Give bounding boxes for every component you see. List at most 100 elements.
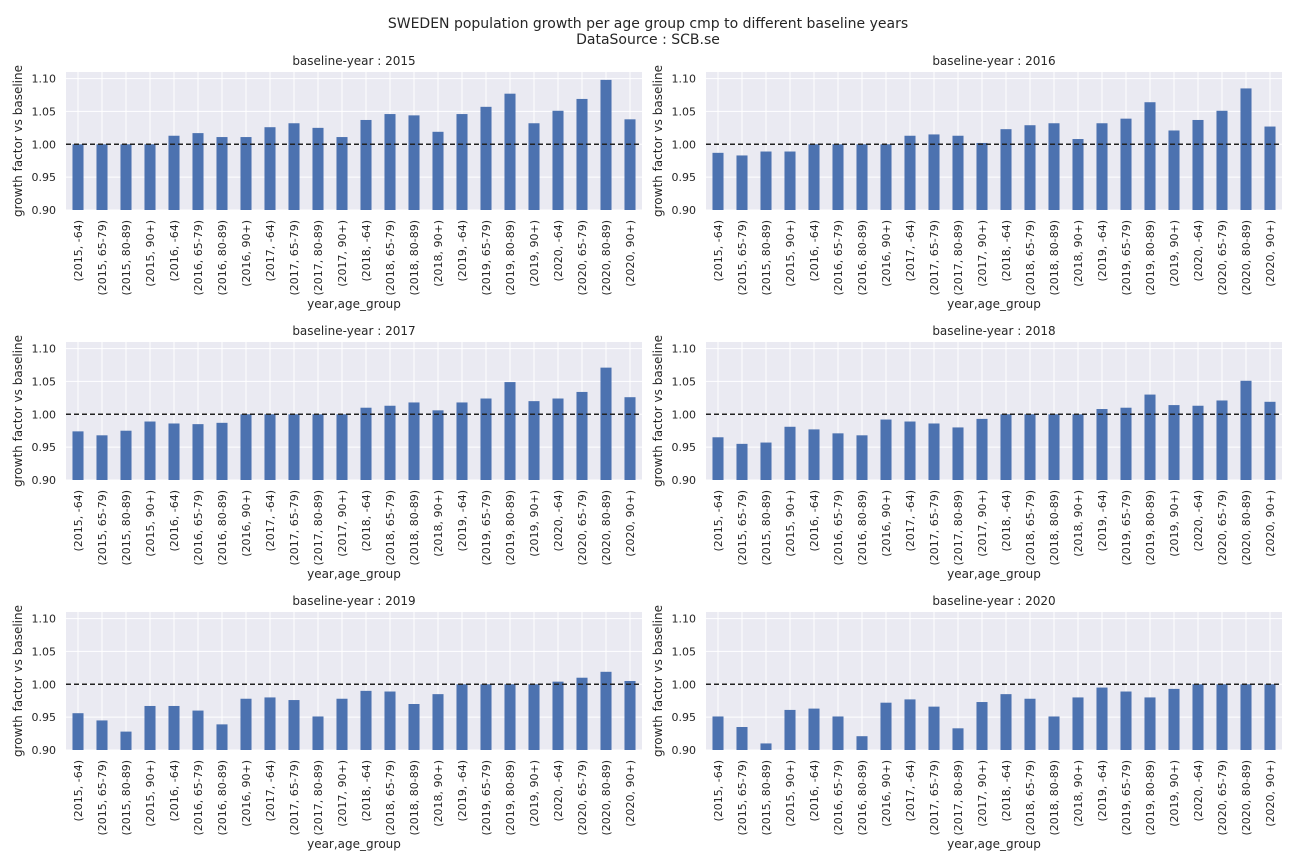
- bar: [1216, 110, 1228, 210]
- x-tick-label: (2017, -64): [904, 760, 917, 822]
- x-tick-label: (2017, 90+): [976, 220, 989, 287]
- bar: [1072, 139, 1084, 210]
- x-tick-label: (2017, 90+): [976, 490, 989, 557]
- x-tick-label: (2019, 65-79): [1120, 220, 1133, 296]
- y-tick-label: 1.00: [32, 138, 57, 151]
- x-tick-label: (2015, 90+): [144, 490, 157, 557]
- y-tick-label: 0.90: [672, 204, 697, 217]
- x-tick-label: (2015, 90+): [144, 760, 157, 827]
- y-tick-label: 0.90: [32, 744, 57, 757]
- x-tick-label: (2018, 90+): [1072, 220, 1085, 287]
- x-tick-label: (2020, 90+): [624, 490, 637, 557]
- y-tick-label: 1.00: [32, 678, 57, 691]
- y-tick-label: 1.10: [672, 73, 697, 86]
- y-tick-label: 0.95: [32, 171, 57, 184]
- bar: [552, 110, 564, 210]
- x-tick-label: (2019, 65-79): [1120, 490, 1133, 566]
- x-tick-label: (2017, 80-89): [312, 220, 325, 296]
- y-axis-label: growth factor vs baseline: [11, 65, 25, 217]
- bar: [600, 671, 612, 750]
- bar: [216, 137, 228, 210]
- bar: [1264, 684, 1276, 750]
- bar: [832, 716, 844, 750]
- bar: [736, 727, 748, 750]
- bar: [976, 142, 988, 210]
- bar: [880, 419, 892, 480]
- bar: [576, 677, 588, 750]
- x-tick-label: (2017, 80-89): [952, 490, 965, 566]
- y-tick-label: 1.05: [672, 375, 697, 388]
- bar: [504, 382, 516, 480]
- x-tick-label: (2017, 80-89): [312, 760, 325, 836]
- x-tick-label: (2016, 90+): [240, 220, 253, 287]
- x-tick-label: (2015, 65-79): [736, 760, 749, 836]
- bar: [456, 684, 468, 750]
- bar: [1024, 125, 1036, 210]
- x-tick-label: (2015, 80-89): [760, 760, 773, 836]
- bar: [456, 114, 468, 210]
- x-tick-label: (2019, 80-89): [504, 760, 517, 836]
- bar: [952, 135, 964, 210]
- x-tick-label: (2016, 65-79): [192, 760, 205, 836]
- bar: [240, 698, 252, 750]
- bar: [1120, 118, 1132, 210]
- bar: [504, 93, 516, 210]
- bar: [408, 115, 420, 210]
- bar: [976, 702, 988, 750]
- bar: [1000, 414, 1012, 480]
- bar: [168, 135, 180, 210]
- x-axis-label: year,age_group: [947, 297, 1041, 311]
- bar: [312, 716, 324, 750]
- bar: [528, 684, 540, 750]
- bar: [192, 424, 204, 480]
- x-tick-label: (2018, 65-79): [1024, 490, 1037, 566]
- plot-background: [706, 342, 1282, 480]
- y-tick-label: 1.00: [672, 678, 697, 691]
- y-tick-label: 0.95: [32, 711, 57, 724]
- bar: [1168, 130, 1180, 210]
- x-tick-label: (2017, -64): [264, 760, 277, 822]
- bar: [72, 713, 84, 750]
- bar: [264, 127, 276, 210]
- bar: [712, 152, 724, 210]
- x-tick-label: (2016, 80-89): [216, 220, 229, 296]
- x-tick-label: (2018, 90+): [1072, 490, 1085, 557]
- x-tick-label: (2016, 65-79): [192, 490, 205, 566]
- subplot-2: 0.90 0.95 1.00 1.05 1.10 (2015, -64) (2015, 65…: [651, 54, 1282, 311]
- x-tick-label: (2020, 90+): [624, 220, 637, 287]
- x-tick-label: (2017, 65-79): [288, 760, 301, 836]
- bar: [216, 724, 228, 750]
- subplot-title: baseline-year : 2018: [932, 324, 1055, 338]
- x-tick-label: (2015, 90+): [144, 220, 157, 287]
- x-tick-label: (2015, 65-79): [96, 220, 109, 296]
- bar: [432, 694, 444, 750]
- x-tick-label: (2015, -64): [72, 760, 85, 822]
- x-tick-label: (2019, 80-89): [504, 490, 517, 566]
- x-tick-label: (2016, -64): [168, 490, 181, 552]
- y-tick-label: 1.05: [32, 375, 57, 388]
- x-tick-label: (2015, -64): [712, 220, 725, 282]
- x-tick-label: (2018, 80-89): [1048, 220, 1061, 296]
- bar: [192, 710, 204, 750]
- bar: [904, 135, 916, 210]
- x-tick-label: (2016, 80-89): [856, 220, 869, 296]
- x-tick-label: (2016, 65-79): [832, 490, 845, 566]
- x-tick-label: (2015, 80-89): [760, 220, 773, 296]
- x-tick-label: (2016, 80-89): [216, 760, 229, 836]
- plot-background: [706, 612, 1282, 750]
- x-tick-label: (2019, -64): [1096, 220, 1109, 282]
- y-axis-label: growth factor vs baseline: [651, 605, 665, 757]
- bar: [576, 391, 588, 480]
- x-tick-label: (2019, 90+): [1168, 760, 1181, 827]
- bar: [1192, 684, 1204, 750]
- x-tick-label: (2017, 90+): [336, 490, 349, 557]
- bar: [384, 405, 396, 480]
- x-tick-label: (2018, -64): [360, 760, 373, 822]
- x-tick-label: (2019, 65-79): [1120, 760, 1133, 836]
- y-tick-label: 1.00: [672, 408, 697, 421]
- bar: [480, 106, 492, 210]
- bar: [928, 423, 940, 480]
- bar: [120, 731, 132, 750]
- bar: [1024, 698, 1036, 750]
- bar: [504, 684, 516, 750]
